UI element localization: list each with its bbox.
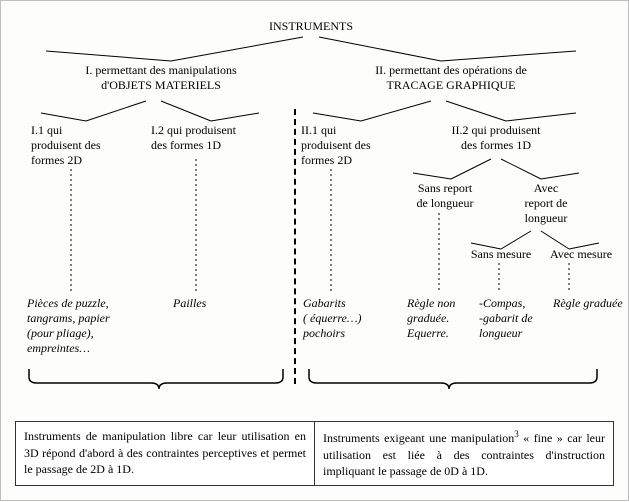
- leaf-gabarits: Gabarits ( équerre…) pochoirs: [303, 296, 393, 341]
- node-1-2: I.2 qui produisent des formes 1D: [151, 123, 266, 153]
- branch-2-line1: II. permettant des opérations de: [375, 63, 527, 77]
- leaf-puzzle: Pièces de puzzle, tangrams, papier (pour…: [27, 296, 137, 356]
- branch-1: I. permettant des manipulations d'OBJETS…: [61, 63, 261, 93]
- node-2-1: II.1 qui produisent des formes 2D: [301, 123, 396, 168]
- branch-2: II. permettant des opérations de TRACAGE…: [346, 63, 556, 93]
- diagram-canvas: INSTRUMENTS I. permettant des manipulati…: [0, 0, 629, 501]
- leaf-regle-non-graduee: Règle non graduée. Equerre.: [407, 296, 487, 341]
- footer-left: Instruments de manipulation libre car le…: [16, 422, 314, 485]
- footer-box: Instruments de manipulation libre car le…: [15, 421, 614, 486]
- node-sans-mesure: Sans mesure: [461, 247, 541, 262]
- branch-1-line1: I. permettant des manipulations: [85, 63, 236, 77]
- node-avec-mesure: Avec mesure: [541, 247, 621, 262]
- node-2-2: II.2 qui produisent des formes 1D: [431, 123, 561, 153]
- leaf-compas: -Compas, -gabarit de longueur: [479, 296, 554, 341]
- node-1-1: I.1 qui produisent des formes 2D: [31, 123, 126, 168]
- footer-right: Instruments exigeant une manipulation3 «…: [315, 422, 613, 485]
- branch-1-line2: d'OBJETS MATERIELS: [101, 78, 221, 92]
- node-2-2-a: Sans report de longueur: [405, 181, 485, 211]
- root-label: INSTRUMENTS: [251, 19, 371, 34]
- node-2-2-b: Avec report de longueur: [511, 181, 581, 226]
- center-divider: [294, 109, 296, 384]
- leaf-pailles: Pailles: [173, 296, 243, 311]
- branch-2-line2: TRACAGE GRAPHIQUE: [387, 78, 516, 92]
- footer-right-prefix: Instruments exigeant une manipulation: [323, 431, 514, 445]
- leaf-regle-graduee: Règle graduée: [553, 296, 629, 311]
